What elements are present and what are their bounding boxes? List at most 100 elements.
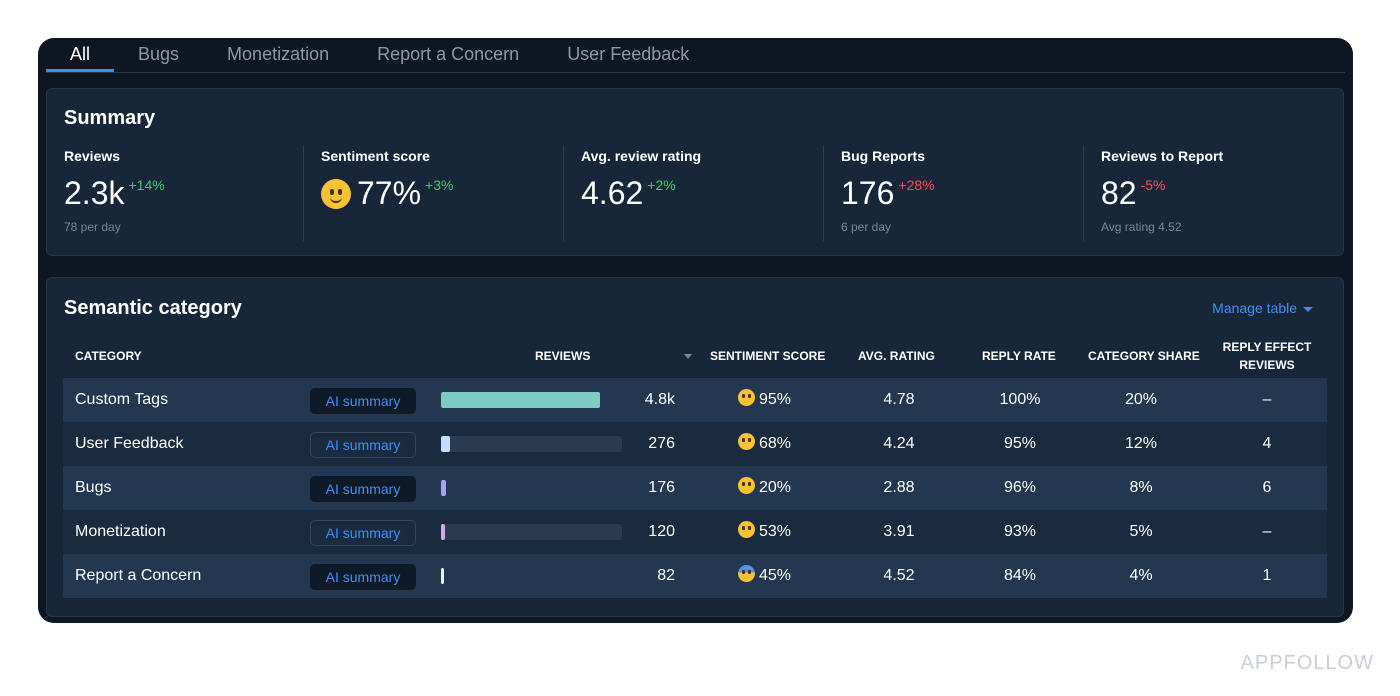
row-reply-effect: –: [1262, 523, 1272, 540]
row-reply-rate: 84%: [1003, 567, 1037, 584]
summary-card: Summary Reviews 2.3k +14% 78 per day Sen…: [46, 88, 1344, 256]
header-avg-rating[interactable]: AVG. RATING: [858, 349, 935, 363]
ai-summary-button[interactable]: AI summary: [310, 564, 416, 590]
ai-summary-button[interactable]: AI summary: [310, 388, 416, 414]
row-avg-rating: 4.78: [883, 391, 915, 408]
metric-avg-review-rating: Avg. review rating 4.62 +2%: [563, 145, 823, 241]
manage-table-button[interactable]: Manage table: [1212, 300, 1313, 316]
metric-delta: +14%: [128, 177, 165, 193]
confused-face-icon: [738, 521, 755, 538]
metric-subtext: Avg rating 4.52: [1101, 220, 1182, 234]
reviews-bar: [441, 480, 622, 496]
row-sentiment: 68%: [738, 422, 791, 466]
metric-delta: +2%: [647, 177, 676, 193]
reviews-bar-fill: [441, 436, 450, 452]
sentiment-value: 20%: [759, 479, 792, 496]
row-category-share: 20%: [1124, 391, 1158, 408]
tab-user-feedback[interactable]: User Feedback: [567, 44, 690, 64]
table-row[interactable]: User Feedback AI summary 276 68% 4.24 95…: [63, 422, 1327, 466]
metric-value: 176: [841, 175, 895, 211]
metric-bug-reports: Bug Reports 176 +28% 6 per day: [823, 145, 1083, 241]
table-row[interactable]: Monetization AI summary 120 53% 3.91 93%…: [63, 510, 1327, 554]
reviews-bar: [441, 568, 622, 584]
row-category-share: 4%: [1129, 567, 1153, 584]
row-reviews: 82: [657, 567, 675, 584]
row-sentiment: 53%: [738, 510, 791, 554]
reviews-bar: [441, 436, 622, 452]
row-category-share: 8%: [1129, 479, 1153, 496]
row-reply-rate: 93%: [1003, 523, 1037, 540]
reviews-bar-fill: [441, 568, 444, 584]
header-category[interactable]: CATEGORY: [75, 349, 142, 363]
row-reply-effect: 4: [1262, 435, 1272, 452]
sort-descending-icon[interactable]: [684, 354, 692, 359]
row-reviews: 4.8k: [644, 391, 675, 408]
row-reply-effect: 6: [1262, 479, 1272, 496]
astonished-face-icon: [738, 477, 755, 494]
star-struck-face-icon: [738, 389, 755, 406]
row-category-share: 5%: [1129, 523, 1153, 540]
row-reply-effect: 1: [1262, 567, 1272, 584]
metric-value: 4.62: [581, 175, 644, 211]
header-reviews[interactable]: REVIEWS: [535, 349, 591, 363]
row-category: User Feedback: [75, 435, 184, 452]
category-tabs: All Bugs Monetization Report a Concern U…: [46, 38, 1345, 73]
row-category: Monetization: [75, 523, 166, 540]
metric-reviews: Reviews 2.3k +14% 78 per day: [47, 145, 303, 241]
header-category-share[interactable]: CATEGORY SHARE: [1088, 349, 1200, 363]
manage-table-label: Manage table: [1212, 300, 1297, 316]
row-reply-rate: 100%: [999, 391, 1041, 408]
table-row[interactable]: Custom Tags AI summary 4.8k 95% 4.78 100…: [63, 378, 1327, 422]
header-sentiment-score[interactable]: SENTIMENT SCORE: [710, 349, 826, 363]
metric-value: 77%: [357, 175, 422, 211]
header-reply-effect-line: REPLY EFFECT: [1222, 340, 1312, 354]
sentiment-value: 95%: [759, 391, 792, 408]
ai-summary-button[interactable]: AI summary: [310, 520, 416, 546]
metric-label: Reviews to Report: [1101, 148, 1224, 164]
row-avg-rating: 2.88: [883, 479, 915, 496]
reviews-bar-fill: [441, 480, 446, 496]
metric-reviews-to-report: Reviews to Report 82 -5% Avg rating 4.52: [1083, 145, 1341, 241]
header-reply-rate[interactable]: REPLY RATE: [982, 349, 1056, 363]
row-category-share: 12%: [1124, 435, 1158, 452]
row-reviews: 176: [648, 479, 675, 496]
reviews-bar-fill: [441, 392, 600, 408]
header-reply-effect-reviews[interactable]: REPLY EFFECT REVIEWS: [1217, 336, 1317, 376]
metric-delta: +28%: [898, 177, 935, 193]
row-avg-rating: 3.91: [883, 523, 915, 540]
row-sentiment: 45%: [738, 554, 791, 598]
appfollow-watermark: APPFOLLOW: [1240, 652, 1374, 674]
header-reviews-line: REVIEWS: [1239, 358, 1295, 372]
tab-monetization[interactable]: Monetization: [227, 44, 330, 64]
confused-face-icon: [738, 433, 755, 450]
table-row[interactable]: Bugs AI summary 176 20% 2.88 96% 8% 6: [63, 466, 1327, 510]
metric-label: Bug Reports: [841, 148, 925, 164]
metric-sentiment-score: Sentiment score 77% +3%: [303, 145, 563, 241]
ai-summary-button[interactable]: AI summary: [310, 432, 416, 458]
app-window: All Bugs Monetization Report a Concern U…: [38, 38, 1353, 623]
tab-all[interactable]: All: [46, 38, 115, 72]
metric-label: Sentiment score: [321, 148, 430, 164]
reviews-bar-fill: [441, 524, 445, 540]
row-category: Report a Concern: [75, 567, 202, 584]
ai-summary-button[interactable]: AI summary: [310, 476, 416, 502]
row-reviews: 276: [648, 435, 675, 452]
metric-delta: +3%: [425, 177, 454, 193]
semantic-category-card: Semantic category Manage table CATEGORY …: [46, 277, 1344, 617]
metric-label: Avg. review rating: [581, 148, 702, 164]
slightly-smiling-face-icon: [321, 179, 351, 209]
metric-delta: -5%: [1140, 177, 1166, 193]
tab-bugs[interactable]: Bugs: [138, 44, 180, 64]
table-row[interactable]: Report a Concern AI summary 82 45% 4.52 …: [63, 554, 1327, 598]
tab-report-a-concern[interactable]: Report a Concern: [377, 44, 520, 64]
row-avg-rating: 4.24: [883, 435, 915, 452]
row-sentiment: 20%: [738, 466, 791, 510]
row-reviews: 120: [648, 523, 675, 540]
metric-subtext: 78 per day: [64, 220, 121, 234]
sentiment-value: 68%: [759, 435, 792, 452]
row-reply-rate: 95%: [1003, 435, 1037, 452]
summary-metrics: Reviews 2.3k +14% 78 per day Sentiment s…: [47, 145, 1343, 241]
chevron-down-icon: [1303, 306, 1313, 312]
sentiment-value: 53%: [759, 523, 792, 540]
row-category: Bugs: [75, 479, 112, 496]
